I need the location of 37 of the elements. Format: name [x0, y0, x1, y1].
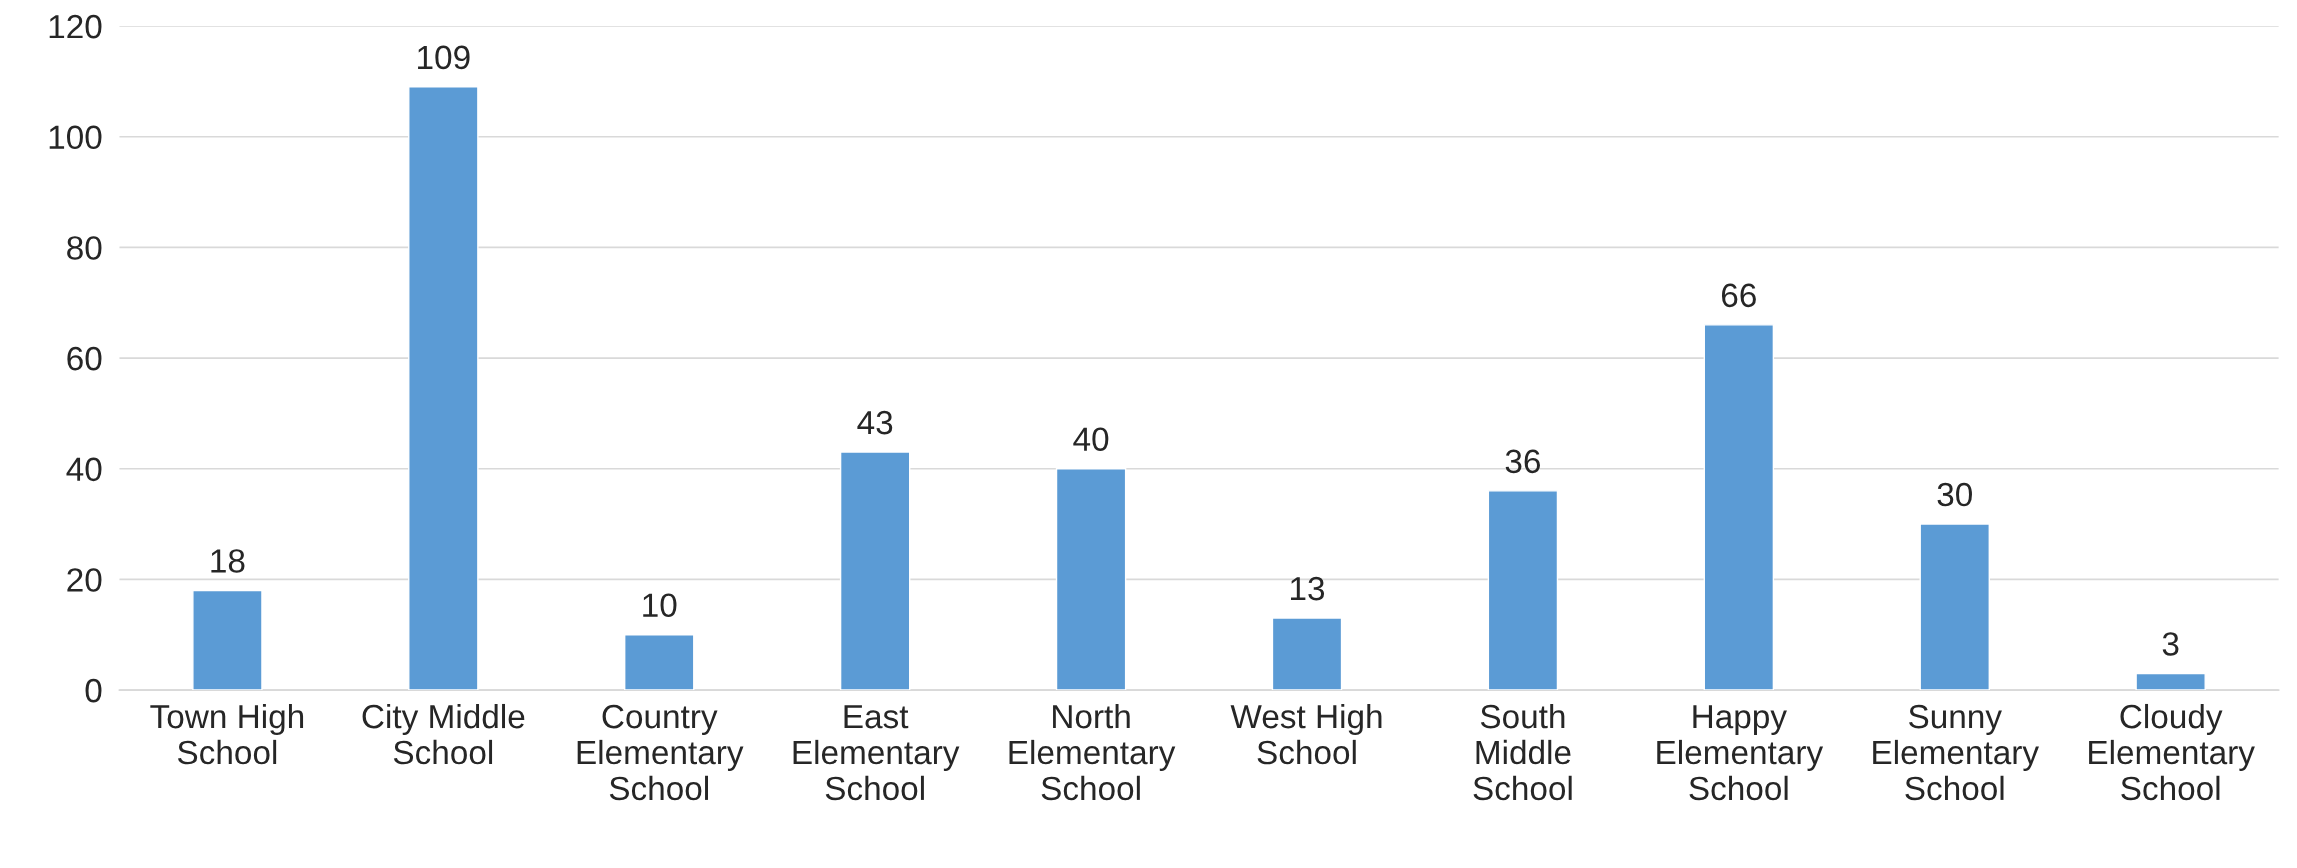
y-tick-label: 60: [67, 346, 102, 371]
y-tick-label: 20: [67, 568, 102, 592]
y-tick-label: 100: [49, 125, 102, 150]
x-tick-label: North Elementary School: [1009, 703, 1176, 801]
bar: [408, 86, 479, 691]
bar: [1055, 468, 1127, 691]
data-label: 66: [1721, 283, 1756, 308]
bar: [1919, 523, 1990, 691]
x-tick-label: Happy Elementary School: [1657, 705, 1824, 801]
bar: [1487, 490, 1559, 691]
x-tick-label: Cloudy Elementary School: [2089, 703, 2255, 801]
x-tick-label: City Middle School: [362, 703, 525, 765]
bar: [1271, 617, 1343, 691]
y-tick-label: 0: [85, 678, 102, 703]
bar: [839, 451, 911, 691]
x-tick-label: East Elementary School: [793, 705, 960, 801]
bar: [1703, 324, 1775, 691]
data-label: 13: [1291, 576, 1325, 601]
x-tick-label: Town High School: [150, 703, 304, 765]
data-label: 10: [643, 593, 677, 618]
data-label: 30: [1937, 482, 1972, 507]
data-label: 40: [1073, 427, 1109, 452]
y-tick-label: 80: [67, 236, 102, 260]
x-tick-label: Country Elementary School: [577, 704, 744, 801]
y-tick-label: 120: [49, 14, 102, 39]
x-tick-label: Sunny Elementary School: [1873, 704, 2039, 801]
data-label: 3: [2162, 632, 2179, 656]
bar: [2135, 672, 2206, 691]
x-tick-label: South Middle School: [1473, 703, 1572, 801]
data-label: 36: [1505, 449, 1540, 474]
y-tick-label: 40: [66, 457, 102, 482]
bar: [192, 589, 263, 691]
bar: [623, 634, 695, 691]
x-tick-label: West High School: [1230, 703, 1382, 765]
data-label: 43: [857, 410, 893, 435]
data-label: 18: [211, 549, 245, 573]
data-label: 109: [418, 45, 470, 70]
